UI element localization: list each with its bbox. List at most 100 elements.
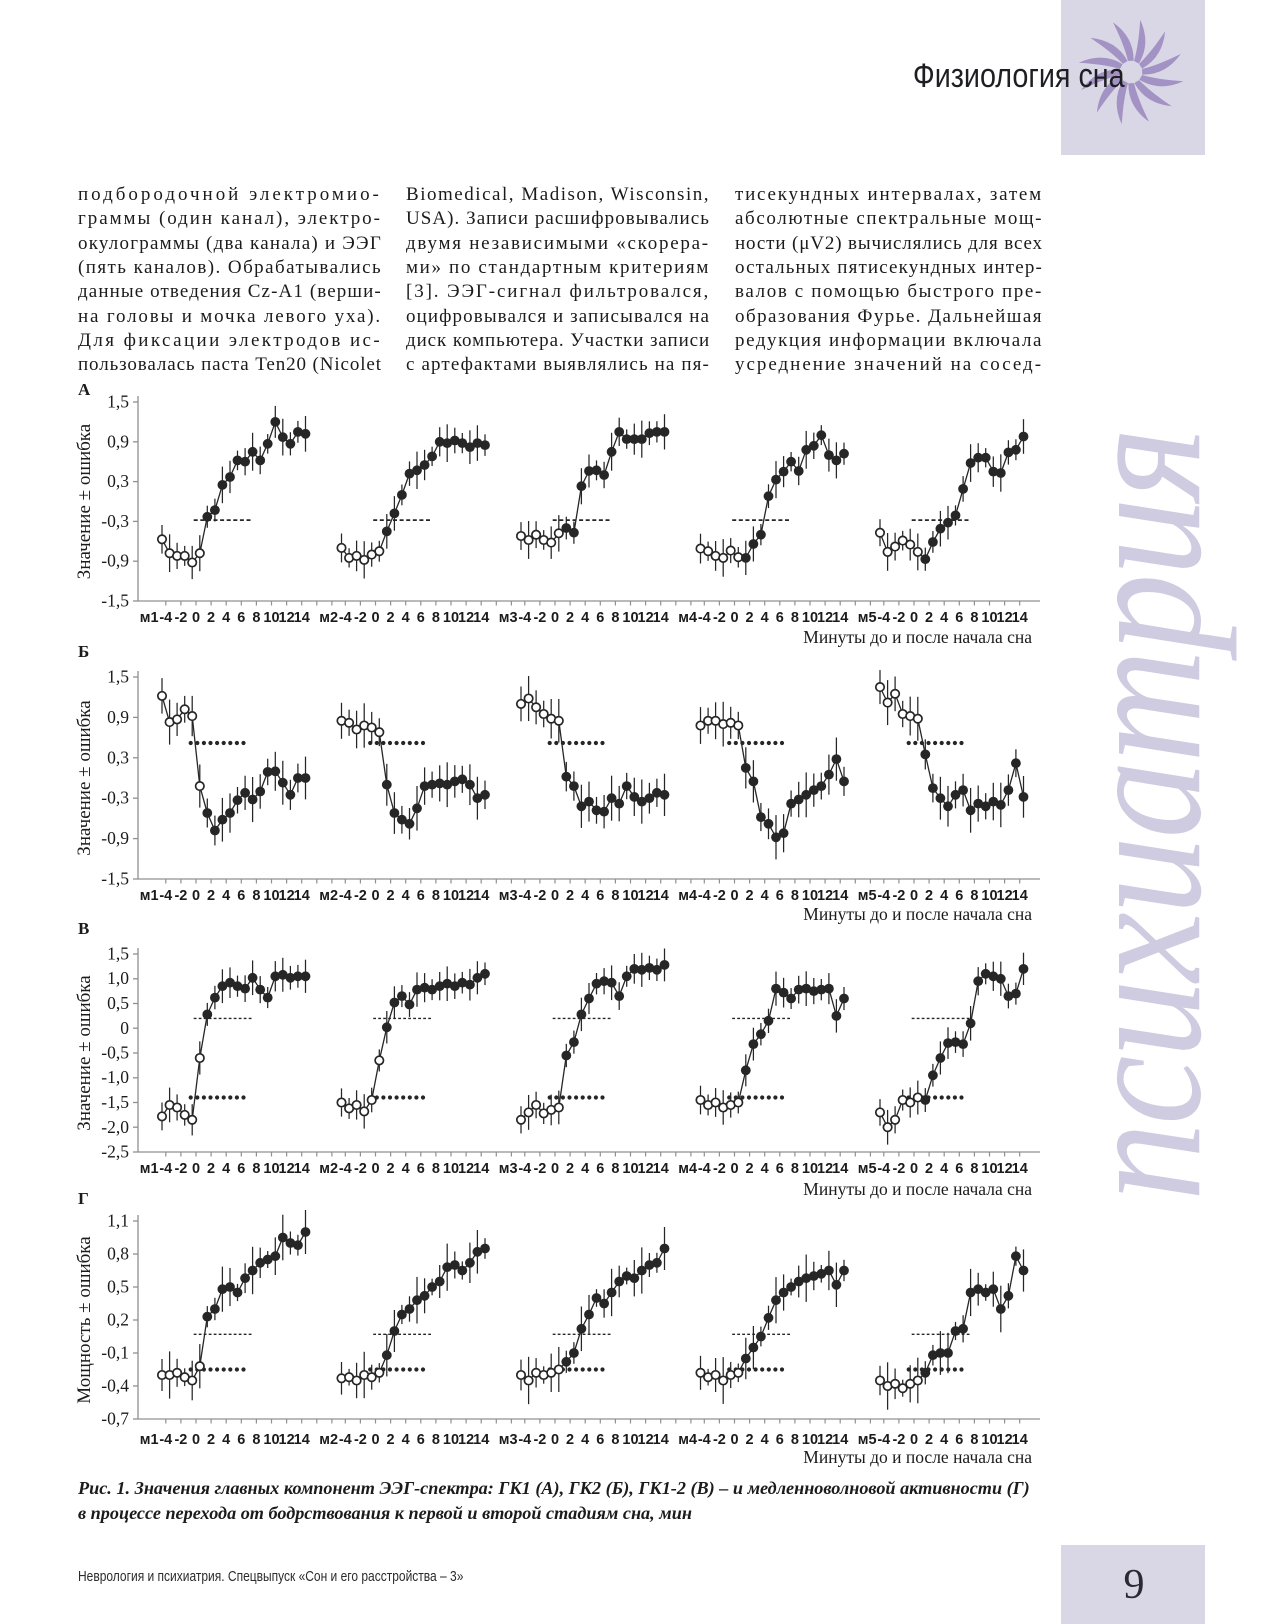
svg-text:4: 4 [940,888,948,904]
svg-text:0: 0 [192,1432,200,1448]
svg-text:-0,3: -0,3 [101,788,129,808]
svg-text:2: 2 [746,1432,754,1448]
svg-text:10: 10 [802,888,818,904]
svg-text:-2: -2 [892,610,905,626]
svg-text:14: 14 [832,888,848,904]
svg-text:-4: -4 [698,1432,711,1448]
svg-text:0: 0 [910,888,918,904]
svg-text:-1,0: -1,0 [101,1067,129,1087]
svg-text:2: 2 [566,1161,574,1177]
svg-text:2: 2 [566,610,574,626]
svg-text:-4: -4 [518,888,531,904]
svg-text:6: 6 [955,1432,963,1448]
svg-text:Минуты до и после начала сна: Минуты до и после начала сна [803,1179,1032,1199]
svg-text:8: 8 [611,610,619,626]
svg-text:12: 12 [817,888,833,904]
svg-text:4: 4 [222,888,230,904]
svg-text:10: 10 [802,1161,818,1177]
svg-text:8: 8 [432,610,440,626]
svg-text:2: 2 [207,610,215,626]
svg-text:0: 0 [730,1432,738,1448]
svg-text:м5: м5 [858,1161,877,1177]
svg-text:0: 0 [371,1161,379,1177]
svg-text:10: 10 [981,610,997,626]
svg-text:8: 8 [252,1161,260,1177]
svg-text:2: 2 [566,1432,574,1448]
svg-text:10: 10 [981,1432,997,1448]
svg-text:-2: -2 [533,888,546,904]
svg-text:-2: -2 [713,888,726,904]
svg-text:6: 6 [237,610,245,626]
svg-text:2: 2 [925,888,933,904]
svg-text:10: 10 [443,1161,459,1177]
svg-text:12: 12 [279,888,295,904]
svg-text:Б: Б [78,642,89,661]
svg-text:4: 4 [581,888,589,904]
svg-text:8: 8 [252,1432,260,1448]
svg-text:6: 6 [955,610,963,626]
svg-text:0,9: 0,9 [107,707,129,727]
svg-text:12: 12 [638,610,654,626]
svg-text:14: 14 [832,1161,848,1177]
svg-text:0: 0 [551,610,559,626]
svg-text:м3: м3 [499,1432,518,1448]
svg-text:12: 12 [638,1161,654,1177]
svg-text:8: 8 [252,888,260,904]
svg-text:8: 8 [791,610,799,626]
svg-text:-2,0: -2,0 [101,1117,129,1137]
svg-text:12: 12 [817,1432,833,1448]
svg-text:6: 6 [776,888,784,904]
svg-text:-4: -4 [877,888,890,904]
svg-text:м3: м3 [499,1161,518,1177]
svg-text:0: 0 [371,1432,379,1448]
svg-text:м1: м1 [140,1161,159,1177]
svg-text:2: 2 [207,1432,215,1448]
svg-text:-4: -4 [518,610,531,626]
svg-text:0: 0 [730,610,738,626]
svg-text:-4: -4 [339,1432,352,1448]
svg-text:12: 12 [279,1161,295,1177]
svg-text:0: 0 [120,1018,129,1038]
svg-text:2: 2 [746,1161,754,1177]
svg-text:6: 6 [596,1161,604,1177]
svg-text:0: 0 [192,610,200,626]
svg-text:2: 2 [207,888,215,904]
svg-text:4: 4 [581,1432,589,1448]
svg-text:-2: -2 [892,888,905,904]
svg-text:-2: -2 [533,1432,546,1448]
svg-text:-2: -2 [354,610,367,626]
svg-text:-4: -4 [877,610,890,626]
svg-text:6: 6 [417,1432,425,1448]
svg-text:-1,5: -1,5 [101,869,129,889]
svg-text:м4: м4 [678,888,697,904]
svg-text:12: 12 [817,1161,833,1177]
svg-text:14: 14 [294,1432,310,1448]
svg-text:-2: -2 [354,1161,367,1177]
svg-text:14: 14 [653,888,669,904]
svg-text:2: 2 [387,610,395,626]
svg-text:6: 6 [776,610,784,626]
svg-text:12: 12 [638,888,654,904]
svg-text:12: 12 [997,888,1013,904]
svg-text:6: 6 [596,610,604,626]
svg-text:-4: -4 [518,1161,531,1177]
svg-text:12: 12 [997,1161,1013,1177]
svg-text:10: 10 [263,1432,279,1448]
svg-text:0,8: 0,8 [107,1244,129,1264]
svg-text:2: 2 [925,610,933,626]
svg-text:4: 4 [402,888,410,904]
svg-text:Минуты до и после начала сна: Минуты до и после начала сна [803,1447,1032,1467]
svg-text:м5: м5 [858,888,877,904]
svg-text:10: 10 [263,888,279,904]
svg-text:2: 2 [387,1161,395,1177]
svg-text:м3: м3 [499,610,518,626]
svg-text:-2: -2 [174,610,187,626]
svg-text:0,2: 0,2 [107,1310,129,1330]
svg-text:1,5: 1,5 [107,667,129,687]
svg-text:м5: м5 [858,1432,877,1448]
svg-text:2: 2 [566,888,574,904]
svg-text:В: В [78,919,89,938]
svg-text:0,3: 0,3 [107,747,129,767]
svg-text:10: 10 [622,1161,638,1177]
svg-text:14: 14 [653,1432,669,1448]
